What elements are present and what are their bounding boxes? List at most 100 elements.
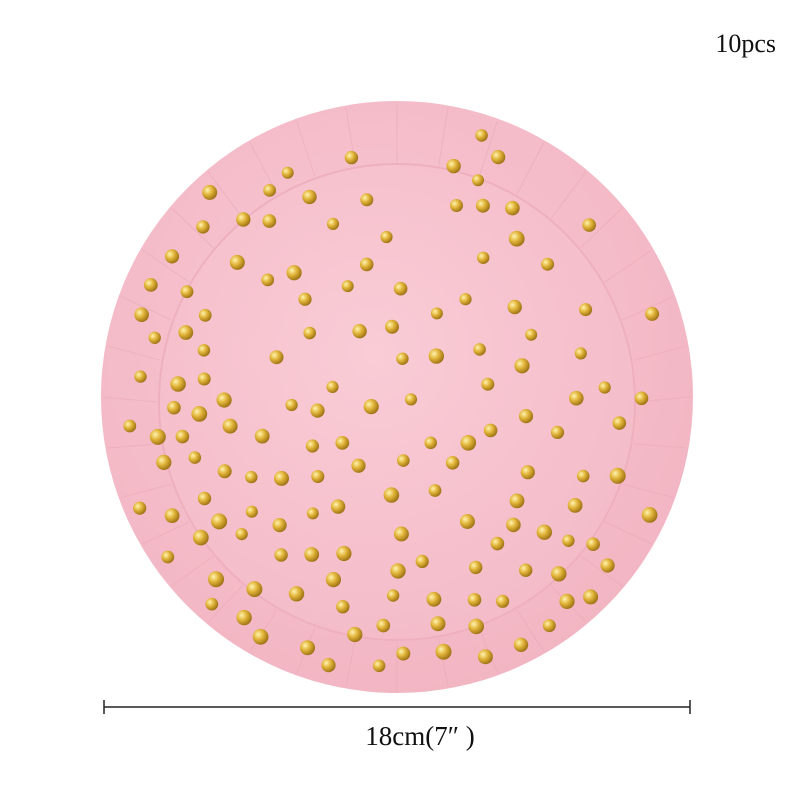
rib: [207, 171, 244, 219]
gold-dot: [261, 273, 275, 287]
gold-dot: [336, 545, 352, 562]
rib: [604, 521, 652, 545]
gold-dot: [481, 377, 495, 391]
gold-dot: [254, 428, 270, 444]
rib: [345, 638, 356, 687]
gold-dot: [281, 166, 294, 179]
gold-dot: [202, 184, 218, 200]
gold-dot: [641, 507, 658, 523]
gold-dot: [148, 331, 161, 344]
gold-dot: [430, 616, 446, 632]
gold-dot: [133, 501, 147, 515]
rib: [478, 120, 499, 177]
gold-dots: [123, 129, 660, 673]
gold-dot: [197, 372, 211, 386]
gold-dot: [634, 391, 649, 406]
gold-dot: [263, 184, 276, 197]
gold-dot: [404, 393, 418, 406]
gold-dot: [430, 307, 443, 320]
rib: [107, 443, 161, 449]
gold-dot: [569, 390, 584, 406]
gold-dot: [336, 600, 350, 614]
gold-dot: [344, 150, 359, 165]
gold-dot: [445, 456, 460, 470]
size-label: 18cm(7″ ): [365, 721, 474, 751]
gold-dot: [393, 526, 409, 542]
gold-dot: [475, 129, 488, 142]
gold-dot: [188, 451, 202, 464]
gold-dot: [347, 626, 363, 643]
gold-dot: [298, 292, 312, 306]
gold-dot: [360, 193, 374, 207]
gold-dot: [262, 214, 277, 228]
gold-dot: [536, 524, 552, 540]
gold-dot: [385, 319, 399, 334]
gold-dot: [285, 398, 298, 412]
gold-dot: [222, 418, 238, 434]
gold-dot: [551, 566, 567, 582]
gold-dot: [383, 487, 400, 503]
gold-dot: [288, 586, 305, 602]
gold-dot: [505, 200, 520, 216]
gold-dot: [302, 189, 317, 205]
gold-dot: [475, 198, 490, 213]
gold-dot: [286, 265, 302, 281]
rib: [550, 171, 587, 219]
gold-dot: [143, 278, 158, 292]
gold-dot: [359, 257, 374, 272]
gold-dot: [609, 467, 626, 484]
rib: [107, 345, 161, 361]
gold-dot: [274, 548, 288, 562]
gold-dot: [542, 619, 556, 633]
gold-dot: [217, 464, 232, 479]
gold-dot: [586, 537, 600, 551]
gold-dot: [245, 505, 258, 518]
gold-dot: [490, 536, 505, 551]
gold-dot: [612, 416, 627, 430]
gold-dot: [460, 435, 477, 451]
gold-dot: [178, 325, 194, 340]
gold-dot: [496, 594, 510, 608]
gold-dot: [156, 454, 172, 470]
gold-dot: [306, 507, 319, 520]
gold-dot: [192, 529, 209, 546]
gold-dot: [236, 212, 251, 227]
gold-dot: [196, 220, 210, 234]
rib: [622, 295, 674, 321]
gold-dot: [310, 403, 325, 418]
gold-dot: [467, 593, 482, 607]
gold-dot: [426, 591, 442, 607]
gold-dot: [428, 348, 444, 364]
rib: [622, 483, 674, 499]
gold-dot: [473, 343, 486, 356]
rib: [580, 207, 623, 249]
rib: [633, 443, 687, 449]
dimension-line: [103, 700, 691, 714]
gold-dot: [459, 293, 472, 306]
gold-dot: [559, 593, 575, 610]
gold-dot: [483, 423, 498, 438]
gold-dot: [508, 230, 525, 247]
gold-dot: [164, 508, 180, 523]
gold-dot: [582, 218, 596, 232]
gold-dot: [567, 498, 583, 513]
rib: [207, 585, 244, 623]
gold-dot: [245, 470, 258, 484]
rib: [580, 555, 623, 587]
gold-dot: [380, 230, 393, 244]
rib: [142, 521, 190, 545]
gold-dot: [513, 637, 529, 652]
gold-dot: [311, 470, 325, 483]
gold-dot: [170, 376, 186, 392]
gold-dot: [435, 643, 452, 660]
gold-dot: [525, 328, 538, 341]
gold-dot: [396, 646, 411, 661]
gold-dot: [197, 344, 211, 357]
gold-dot: [600, 558, 615, 573]
rib: [102, 396, 158, 403]
gold-dot: [326, 217, 340, 230]
gold-dot: [325, 572, 341, 588]
gold-dot: [518, 409, 534, 424]
quantity-label: 10pcs: [715, 29, 776, 58]
gold-dot: [341, 280, 354, 293]
